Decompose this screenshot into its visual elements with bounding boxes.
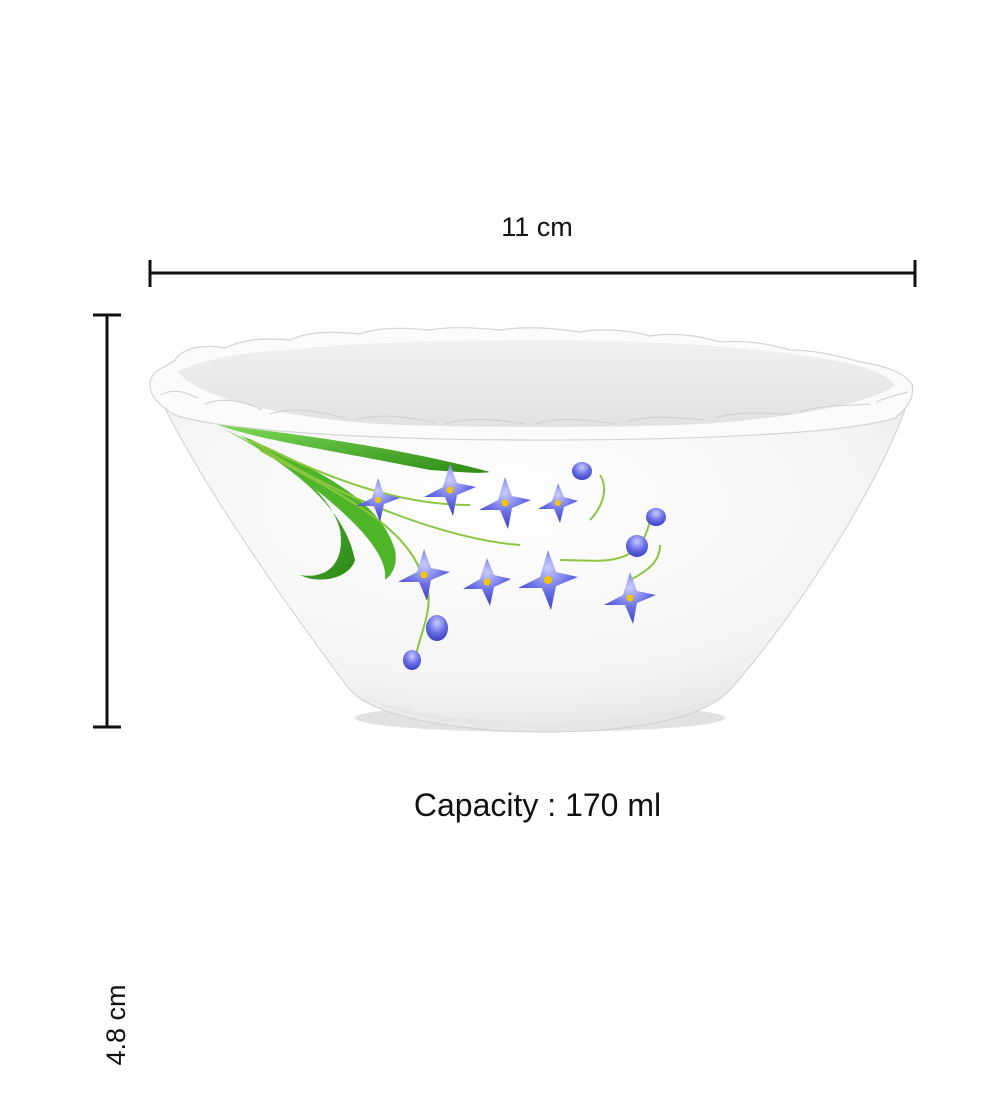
capacity-label: Capacity : 170 ml	[413, 787, 662, 823]
flower-cluster	[356, 464, 656, 624]
bowl-body	[151, 379, 914, 733]
flower-buds	[403, 462, 666, 670]
bowl-foot	[352, 688, 728, 728]
height-dimension-label: 4.8 cm	[101, 984, 131, 1066]
bowl-inner	[178, 340, 895, 427]
width-dimension-label: 11 cm	[501, 212, 573, 242]
rim-scallops	[159, 390, 909, 425]
product-dimension-image: 11 cm 4.8 cm Capacity : 170 ml	[93, 212, 917, 1066]
height-dimension-line	[93, 313, 121, 729]
bowl-illustration	[93, 260, 917, 733]
leaf-decoration	[218, 425, 490, 580]
width-dimension-line	[148, 260, 917, 287]
